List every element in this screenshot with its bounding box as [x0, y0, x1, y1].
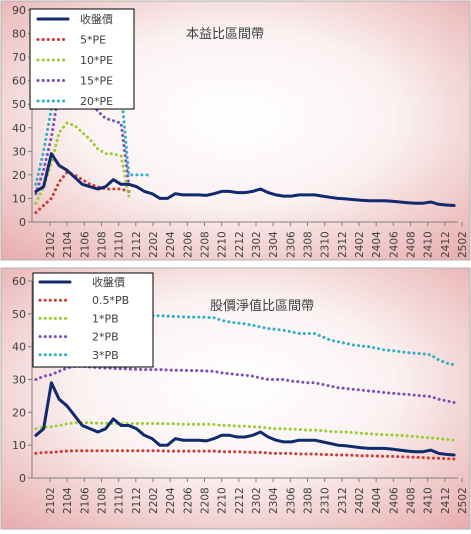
series-line	[34, 381, 456, 457]
legend-label: 20*PE	[80, 95, 113, 108]
x-tick-label: 2304	[268, 487, 280, 514]
y-tick-label: 80	[12, 28, 26, 41]
legend-label: 2*PB	[92, 331, 119, 344]
x-tick-label: 2210	[217, 231, 229, 258]
y-tick-label: 50	[12, 308, 26, 321]
x-tick-label: 2202	[148, 231, 160, 258]
legend-box	[32, 272, 154, 368]
series-line	[34, 171, 131, 215]
chart-title: 股價淨值比區間帶	[210, 298, 314, 314]
y-tick-label: 50	[12, 98, 26, 111]
x-tick-label: 2412	[440, 231, 452, 258]
y-tick-label: 40	[12, 122, 26, 135]
legend-label: 3*PB	[92, 349, 119, 362]
y-tick-label: 60	[12, 75, 26, 88]
x-tick-label: 2204	[165, 231, 177, 258]
x-tick-label: 2104	[62, 231, 74, 258]
legend-label: 0.5*PB	[92, 294, 129, 307]
x-tick-label: 2206	[182, 487, 194, 514]
x-tick-label: 2404	[371, 231, 383, 258]
series-line	[34, 421, 456, 442]
x-tick-label: 2412	[440, 487, 452, 514]
legend-label: 1*PB	[92, 312, 119, 325]
x-tick-label: 2402	[354, 487, 366, 514]
x-tick-label: 2312	[337, 231, 349, 258]
x-tick-label: 2206	[182, 231, 194, 258]
x-tick-label: 2308	[303, 231, 315, 258]
series-line	[34, 364, 456, 404]
x-tick-label: 2108	[97, 231, 109, 258]
x-tick-label: 2408	[406, 231, 418, 258]
x-tick-label: 2306	[285, 231, 297, 258]
x-tick-label: 2304	[268, 231, 280, 258]
y-tick-label: 70	[12, 51, 26, 64]
chart-panel-pb: 0 10 20 30 40 50 60 2102 2104 2106 2108 2110 2112 22…	[0, 267, 471, 530]
x-tick-label: 2108	[97, 487, 109, 514]
x-tick-label: 2204	[165, 487, 177, 514]
x-tick-label: 2212	[234, 231, 246, 258]
x-tick-label: 2406	[388, 231, 400, 258]
y-tick-label: 20	[12, 406, 26, 419]
x-tick-label: 2310	[320, 487, 332, 514]
x-tick-label: 2408	[406, 487, 418, 514]
x-tick-label: 2502	[457, 231, 469, 258]
x-tick-label: 2106	[79, 231, 91, 258]
x-tick-label: 2102	[45, 487, 57, 514]
legend: 收盤價 5*PE 10*PE 15*PE 20*PE	[29, 8, 135, 110]
legend-label: 收盤價	[80, 12, 113, 26]
x-tick-label: 2112	[131, 231, 143, 258]
y-tick-label: 30	[12, 145, 26, 158]
x-tick-label: 2308	[303, 487, 315, 514]
x-tick-label: 2404	[371, 487, 383, 514]
x-tick-label: 2110	[114, 231, 126, 258]
x-tick-label: 2112	[131, 487, 143, 514]
x-tick-label: 2406	[388, 487, 400, 514]
x-tick-label: 2208	[200, 231, 212, 258]
x-tick-label: 2302	[251, 231, 263, 258]
x-tick-label: 2106	[79, 487, 91, 514]
series-line	[34, 449, 456, 461]
x-tick-label: 2306	[285, 487, 297, 514]
x-tick-label: 2208	[200, 487, 212, 514]
y-tick-label: 10	[12, 439, 26, 452]
y-tick-label: 90	[12, 4, 26, 17]
x-tick-label: 2212	[234, 487, 246, 514]
x-tick-label: 2110	[114, 487, 126, 514]
y-tick-label: 0	[19, 216, 26, 229]
x-tick-label: 2410	[423, 487, 435, 514]
x-tick-label: 2402	[354, 231, 366, 258]
x-tick-label: 2310	[320, 231, 332, 258]
x-tick-label: 2210	[217, 487, 229, 514]
y-tick-label: 60	[12, 275, 26, 288]
series-line	[34, 152, 456, 207]
legend-label: 5*PE	[80, 34, 106, 47]
y-tick-label: 30	[12, 374, 26, 387]
x-tick-label: 2202	[148, 487, 160, 514]
legend-label: 收盤價	[92, 275, 125, 289]
y-tick-label: 40	[12, 341, 26, 354]
chart-title: 本益比區間帶	[186, 27, 264, 42]
chart-panel-pe: 0 10 20 30 40 50 60 70 80 90 2102 2104 2106 2108 2110…	[0, 0, 471, 261]
legend-label: 15*PE	[80, 75, 113, 88]
y-tick-label: 0	[19, 472, 26, 485]
legend: 收盤價 0.5*PB 1*PB 2*PB 3*PB	[32, 272, 154, 368]
x-tick-label: 2502	[457, 487, 469, 514]
x-tick-label: 2104	[62, 487, 74, 514]
y-tick-label: 10	[12, 192, 26, 205]
x-tick-label: 2312	[337, 487, 349, 514]
y-tick-label: 20	[12, 169, 26, 182]
x-tick-label: 2410	[423, 231, 435, 258]
x-tick-label: 2102	[45, 231, 57, 258]
x-tick-label: 2302	[251, 487, 263, 514]
legend-label: 10*PE	[80, 54, 113, 67]
